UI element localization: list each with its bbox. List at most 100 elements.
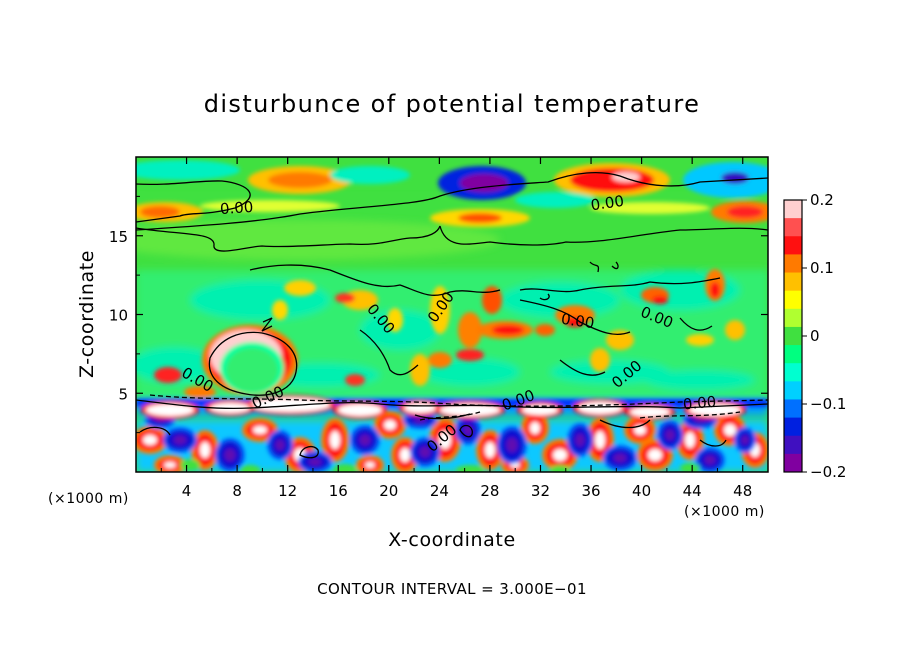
warm-eddy-core (365, 462, 375, 468)
x-tick-label: 48 (733, 482, 752, 500)
green-upper (136, 220, 500, 260)
plot-area: 0.00 0.000.00 0.00 0.00 0.000.000.000.000.00… (136, 157, 768, 472)
warm-plume (335, 293, 355, 303)
warm-cell (570, 168, 654, 192)
contour-label: 0.00 (682, 393, 717, 414)
cold-eddy-core (275, 439, 285, 451)
inversion-white (338, 404, 382, 416)
contour-line (299, 445, 319, 459)
cold-cell-core (721, 172, 749, 184)
warm-plume (272, 300, 288, 320)
inversion-white (440, 404, 500, 416)
warm-plume (387, 308, 403, 332)
colorbar-swatch (784, 236, 802, 255)
warm-eddy-core (485, 442, 495, 458)
contour-line (208, 331, 298, 396)
cold-eddy-core (224, 448, 236, 462)
x-tick-label: 8 (232, 482, 242, 500)
contour-line (519, 277, 721, 293)
contour-line (139, 426, 171, 436)
cyan-region (330, 166, 410, 184)
yellow-band (590, 202, 710, 214)
warm-eddy-core (530, 422, 540, 434)
cold-eddy-core (575, 433, 585, 447)
colorbar-tick-label: 0 (810, 327, 820, 345)
colorbar-swatch (784, 345, 802, 364)
contour-label: 0.00 (590, 192, 626, 214)
colorbar-swatch (784, 435, 802, 455)
contour-lines (136, 172, 768, 459)
contour-line (414, 413, 471, 420)
contour-line (679, 317, 713, 331)
contour-line (261, 317, 273, 332)
colorbar-tick-label: 0.2 (810, 191, 834, 209)
colorbar: 0.2 0.1 0 −0.1 −0.2 (783, 191, 846, 481)
warm-eddy-core (330, 431, 340, 449)
colorbar-swatch (784, 417, 802, 437)
colorbar-swatch (784, 290, 802, 310)
warm-eddy-core (685, 432, 695, 448)
inversion-white (250, 398, 330, 412)
chart-title: disturbunce of potential temperature (204, 90, 701, 118)
thermal-core (226, 348, 278, 392)
neutral-eddy (333, 464, 357, 472)
warm-eddy-core (648, 449, 662, 461)
colorbar-swatch (784, 326, 802, 346)
contour-line-negative (149, 394, 768, 407)
cold-eddy-core (741, 435, 749, 445)
warm-plume (590, 348, 610, 372)
contour-line (559, 359, 606, 376)
colorbar-swatch (784, 254, 802, 274)
contour-line (539, 293, 550, 301)
neutral-eddy (180, 459, 200, 471)
warm-eddy-core (595, 431, 605, 449)
colorbar-tick-label: 0.1 (810, 259, 834, 277)
cold-eddy-core (613, 453, 627, 463)
colorbar-swatch (784, 272, 802, 292)
warm-cell-core (612, 172, 640, 182)
contour-line (599, 419, 651, 429)
warm-eddy-core (724, 424, 736, 436)
inversion-white (404, 403, 436, 413)
yellow-band (200, 200, 340, 212)
warm-cell (184, 386, 216, 398)
y-axis-title: Z-coordinate (76, 250, 98, 378)
inversion-white (630, 407, 670, 417)
warm-plume (565, 317, 585, 327)
contour-line (459, 424, 473, 438)
contour-line (136, 225, 441, 252)
cold-eddy-core (506, 437, 518, 453)
x-tick-label: 4 (182, 482, 192, 500)
cold-eddy-core (665, 429, 675, 441)
cold-eddy-core (704, 455, 716, 465)
warm-cell (345, 374, 365, 386)
cold-eddy-core (308, 458, 322, 466)
contour-line (136, 180, 251, 223)
contour-line (439, 225, 768, 246)
warm-plume (725, 320, 745, 340)
inversion-white (146, 404, 194, 416)
colorbar-swatch (784, 453, 802, 473)
warm-plume (606, 330, 634, 350)
x-tick-label: 44 (683, 482, 702, 500)
warm-plume (430, 286, 450, 334)
colorbar-swatch (784, 381, 802, 400)
x-tick-label: 16 (329, 482, 348, 500)
contour-interval-note: CONTOUR INTERVAL = 3.000E−01 (317, 580, 587, 598)
warm-eddy-core (143, 435, 157, 445)
warm-cell-core (268, 172, 332, 188)
warm-plume (686, 334, 714, 346)
contour-line (611, 261, 619, 270)
colorbar-swatch (784, 399, 802, 419)
cyan-region (550, 360, 670, 384)
x-axis: 4 8 12 16 20 24 28 32 36 40 44 48 (160, 157, 752, 500)
contour-line (249, 264, 501, 296)
cyan-region (515, 192, 595, 208)
warm-plume (555, 305, 595, 325)
cold-eddy-core (693, 417, 707, 423)
x-axis-title: X-coordinate (388, 529, 515, 551)
warm-plume (284, 280, 316, 296)
contour-line-negative (639, 411, 741, 419)
warm-eddy-core (400, 448, 410, 462)
